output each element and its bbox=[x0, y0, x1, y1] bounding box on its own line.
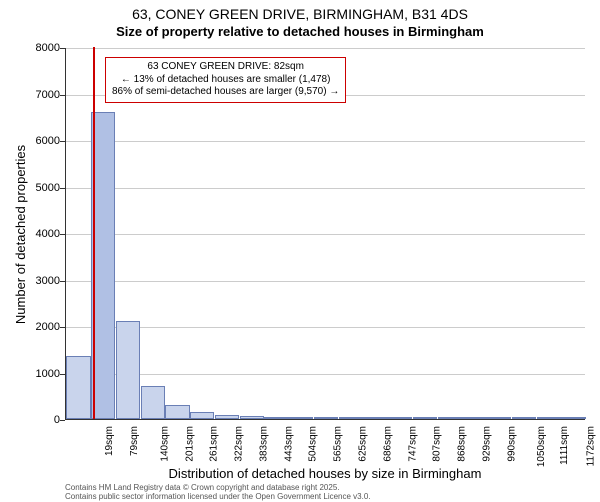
histogram-bar bbox=[487, 417, 511, 419]
annotation-line: ← 13% of detached houses are smaller (1,… bbox=[112, 74, 339, 87]
x-tick-label: 807sqm bbox=[432, 426, 443, 462]
histogram-bar bbox=[339, 417, 363, 419]
histogram-bar bbox=[363, 417, 387, 419]
histogram-bar bbox=[289, 417, 313, 419]
annotation-line: 86% of semi-detached houses are larger (… bbox=[112, 86, 339, 99]
x-tick-label: 79sqm bbox=[129, 426, 140, 456]
y-tick-mark bbox=[60, 374, 65, 375]
y-tick-mark bbox=[60, 420, 65, 421]
y-tick-label: 6000 bbox=[10, 135, 60, 147]
y-tick-mark bbox=[60, 95, 65, 96]
histogram-bar bbox=[116, 321, 140, 419]
y-tick-label: 1000 bbox=[10, 368, 60, 380]
histogram-bar bbox=[413, 417, 437, 419]
grid-line bbox=[66, 374, 585, 375]
x-axis-label: Distribution of detached houses by size … bbox=[65, 466, 585, 481]
histogram-bar bbox=[141, 386, 165, 419]
annotation-box: 63 CONEY GREEN DRIVE: 82sqm← 13% of deta… bbox=[105, 57, 346, 103]
y-tick-label: 7000 bbox=[10, 89, 60, 101]
grid-line bbox=[66, 327, 585, 328]
y-tick-mark bbox=[60, 281, 65, 282]
y-tick-label: 0 bbox=[10, 414, 60, 426]
chart-container: 63, CONEY GREEN DRIVE, BIRMINGHAM, B31 4… bbox=[0, 0, 600, 500]
grid-line bbox=[66, 141, 585, 142]
y-tick-mark bbox=[60, 188, 65, 189]
histogram-bar bbox=[264, 417, 288, 419]
y-tick-mark bbox=[60, 234, 65, 235]
x-tick-label: 19sqm bbox=[104, 426, 115, 456]
x-tick-label: 261sqm bbox=[209, 426, 220, 462]
y-tick-mark bbox=[60, 48, 65, 49]
y-tick-mark bbox=[60, 141, 65, 142]
histogram-bar bbox=[215, 415, 239, 419]
x-tick-label: 201sqm bbox=[184, 426, 195, 462]
plot-area bbox=[65, 48, 585, 420]
annotation-line: 63 CONEY GREEN DRIVE: 82sqm bbox=[112, 61, 339, 74]
histogram-bar bbox=[388, 417, 412, 419]
histogram-bar bbox=[561, 417, 585, 419]
y-tick-label: 2000 bbox=[10, 321, 60, 333]
x-tick-label: 990sqm bbox=[506, 426, 517, 462]
histogram-bar bbox=[438, 417, 462, 419]
x-tick-label: 322sqm bbox=[234, 426, 245, 462]
x-tick-label: 625sqm bbox=[358, 426, 369, 462]
histogram-bar bbox=[190, 412, 214, 419]
histogram-bar bbox=[66, 356, 90, 419]
x-tick-label: 565sqm bbox=[333, 426, 344, 462]
x-tick-label: 1172sqm bbox=[585, 426, 596, 466]
histogram-bar bbox=[240, 416, 264, 419]
x-tick-label: 747sqm bbox=[407, 426, 418, 462]
grid-line bbox=[66, 48, 585, 49]
x-tick-label: 383sqm bbox=[259, 426, 270, 462]
footer-text: Contains HM Land Registry data © Crown c… bbox=[65, 484, 371, 502]
x-tick-label: 686sqm bbox=[382, 426, 393, 462]
property-marker-line bbox=[93, 47, 95, 419]
x-tick-label: 929sqm bbox=[481, 426, 492, 462]
grid-line bbox=[66, 188, 585, 189]
chart-title: 63, CONEY GREEN DRIVE, BIRMINGHAM, B31 4… bbox=[0, 6, 600, 22]
footer-line-2: Contains public sector information licen… bbox=[65, 493, 371, 502]
x-tick-label: 868sqm bbox=[457, 426, 468, 462]
chart-subtitle: Size of property relative to detached ho… bbox=[0, 24, 600, 39]
histogram-bar bbox=[165, 405, 189, 419]
y-tick-label: 5000 bbox=[10, 182, 60, 194]
y-tick-label: 3000 bbox=[10, 275, 60, 287]
y-tick-mark bbox=[60, 327, 65, 328]
x-tick-label: 504sqm bbox=[308, 426, 319, 462]
y-tick-label: 8000 bbox=[10, 42, 60, 54]
grid-line bbox=[66, 234, 585, 235]
grid-line bbox=[66, 281, 585, 282]
y-tick-label: 4000 bbox=[10, 228, 60, 240]
x-tick-label: 140sqm bbox=[159, 426, 170, 462]
histogram-bar bbox=[462, 417, 486, 419]
x-tick-label: 1050sqm bbox=[536, 426, 547, 467]
histogram-bar bbox=[537, 417, 561, 419]
histogram-bar bbox=[512, 417, 536, 419]
histogram-bar bbox=[314, 417, 338, 419]
x-tick-label: 443sqm bbox=[283, 426, 294, 462]
x-tick-label: 1111sqm bbox=[559, 426, 570, 465]
